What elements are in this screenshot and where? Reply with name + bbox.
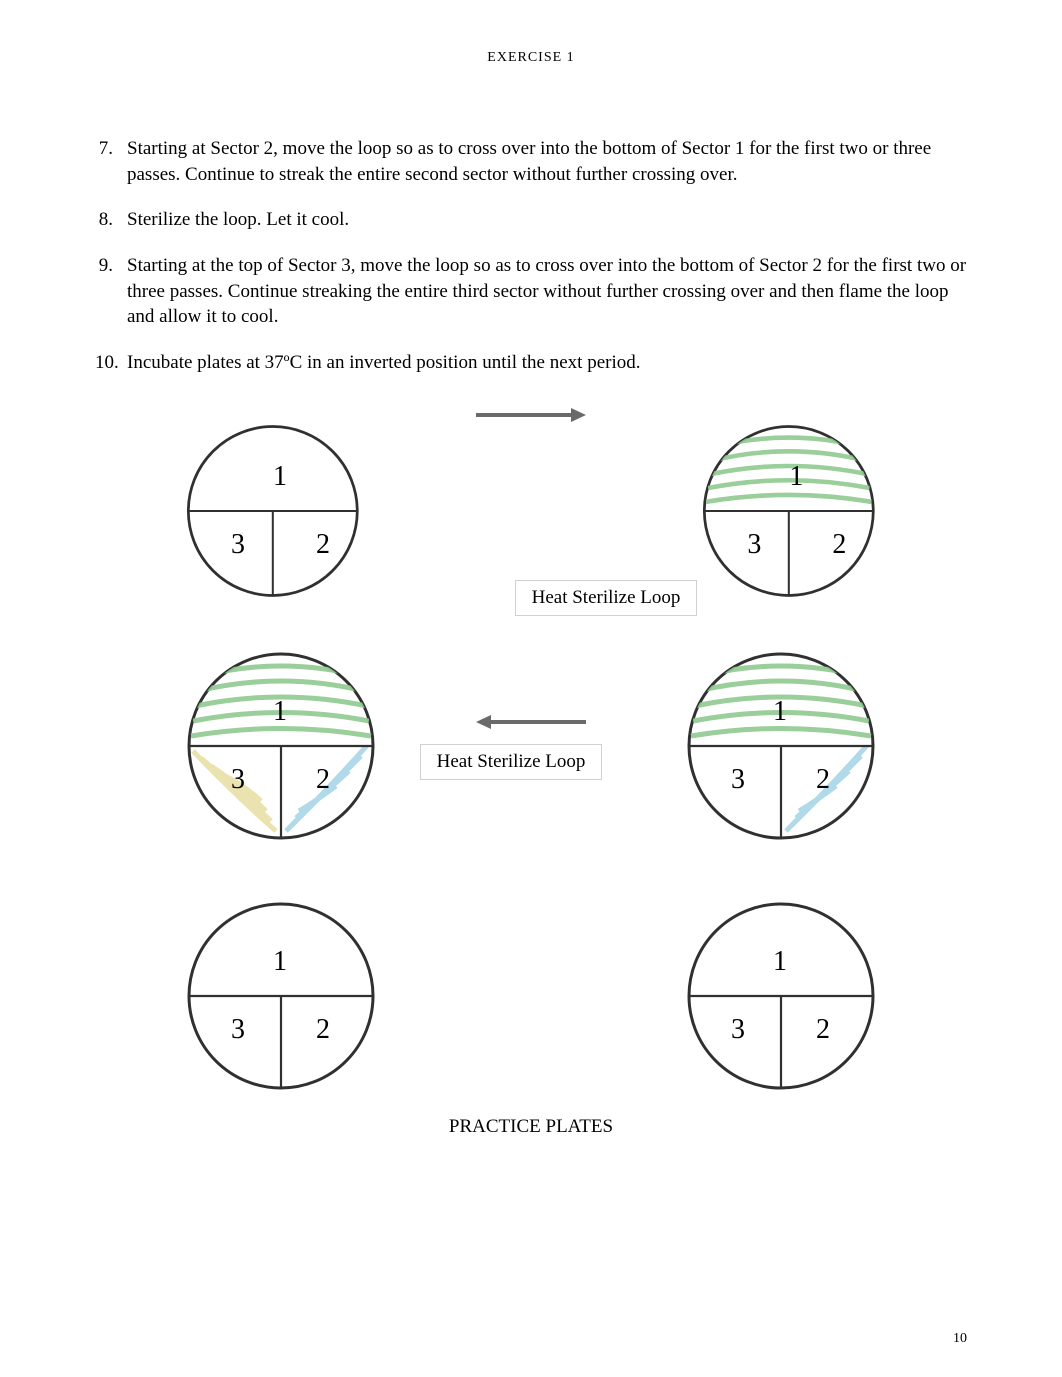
sterilize-label-1: Heat Sterilize Loop [515, 580, 698, 616]
sector-2-label: 2 [816, 764, 830, 796]
plate-row-3: 1 2 3 1 2 3 [181, 896, 881, 1096]
page-header: EXERCISE 1 [95, 50, 967, 66]
step-num: 9. [95, 253, 127, 330]
page-number: 10 [953, 1331, 967, 1347]
plate-row-2: 1 2 3 Heat Sterilize Loop [181, 646, 881, 846]
step-10: 10. Incubate plates at 37ºC in an invert… [95, 350, 967, 376]
step-text: Sterilize the loop. Let it cool. [127, 207, 967, 233]
practice-plates-label: PRACTICE PLATES [181, 1116, 881, 1138]
sector-1-label: 1 [273, 946, 287, 978]
step-text: Incubate plates at 37ºC in an inverted p… [127, 350, 967, 376]
plate-sector1-streaked: 1 2 3 [697, 411, 881, 611]
sterilize-label-2: Heat Sterilize Loop [420, 744, 603, 780]
sector-1-label: 1 [273, 461, 287, 493]
plate-all-streaked: 1 2 3 [181, 646, 381, 846]
sector-1-label: 1 [773, 696, 787, 728]
sector-3-label: 3 [231, 764, 245, 796]
step-text: Starting at Sector 2, move the loop so a… [127, 136, 967, 187]
step-9: 9. Starting at the top of Sector 3, move… [95, 253, 967, 330]
practice-plate-right: 1 2 3 [681, 896, 881, 1096]
step-num: 7. [95, 136, 127, 187]
diagram-area: 1 2 3 Heat Sterilize Loop [181, 405, 881, 1138]
sector-2-label: 2 [832, 529, 846, 561]
step-8: 8. Sterilize the loop. Let it cool. [95, 207, 967, 233]
sector-3-label: 3 [747, 529, 761, 561]
sector-1-label: 1 [773, 946, 787, 978]
sector-3-label: 3 [731, 764, 745, 796]
sector-2-label: 2 [316, 764, 330, 796]
sector-1-label: 1 [273, 696, 287, 728]
plate-sector12-streaked: 1 2 3 [681, 646, 881, 846]
step-num: 10. [95, 350, 127, 376]
step-num: 8. [95, 207, 127, 233]
sector-1-label: 1 [789, 461, 803, 493]
sector-2-label: 2 [316, 529, 330, 561]
arrow-1: Heat Sterilize Loop [365, 405, 698, 616]
plate-blank: 1 2 3 [181, 411, 365, 611]
sector-3-label: 3 [231, 529, 245, 561]
sector-2-label: 2 [816, 1014, 830, 1046]
plate-row-1: 1 2 3 Heat Sterilize Loop [181, 405, 881, 616]
step-text: Starting at the top of Sector 3, move th… [127, 253, 967, 330]
sector-3-label: 3 [731, 1014, 745, 1046]
sector-3-label: 3 [231, 1014, 245, 1046]
sector-2-label: 2 [316, 1014, 330, 1046]
practice-plate-left: 1 2 3 [181, 896, 381, 1096]
arrow-2: Heat Sterilize Loop [381, 712, 681, 780]
step-7: 7. Starting at Sector 2, move the loop s… [95, 136, 967, 187]
